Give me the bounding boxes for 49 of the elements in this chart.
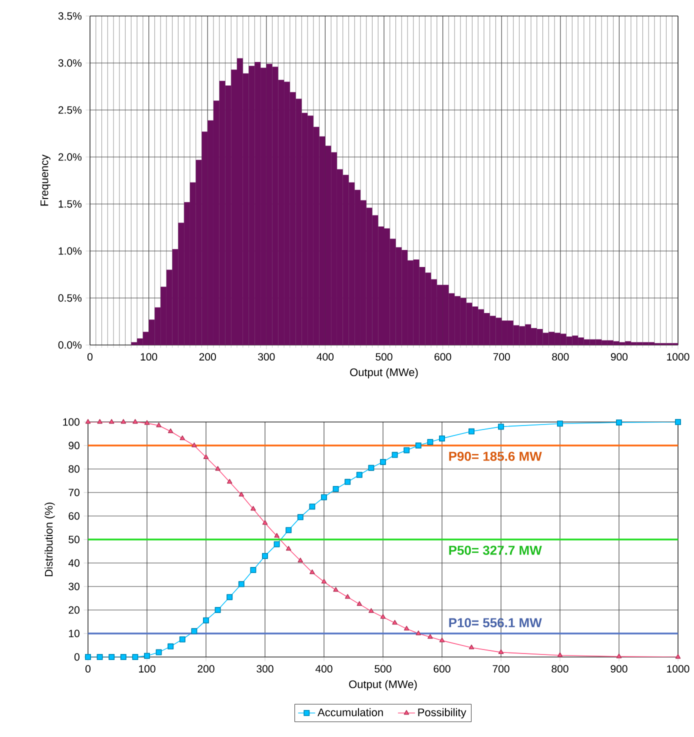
y-tick-label: 30 xyxy=(68,582,80,590)
x-tick-label: 800 xyxy=(552,665,568,673)
x-tick-label: 800 xyxy=(552,353,569,361)
legend-label: Accumulation xyxy=(318,708,383,716)
x-tick-label: 900 xyxy=(610,665,628,673)
x-tick-label: 100 xyxy=(139,665,156,673)
x-tick-label: 500 xyxy=(376,353,392,361)
x-axis-title: Output (MWe) xyxy=(350,368,418,378)
x-tick-label: 100 xyxy=(140,353,158,361)
y-tick-label: 2.5% xyxy=(58,106,82,114)
x-tick-label: 1000 xyxy=(667,353,690,361)
ref-line-label: P90= 185.6 MW xyxy=(449,452,542,461)
y-axis-title: Distribution (%) xyxy=(44,502,55,576)
x-tick-label: 400 xyxy=(315,665,332,673)
y-tick-label: 60 xyxy=(68,512,80,520)
x-tick-label: 700 xyxy=(493,353,510,361)
legend-label: Possibility xyxy=(418,708,466,718)
x-tick-label: 600 xyxy=(434,353,452,361)
x-tick-label: 200 xyxy=(199,353,216,361)
y-tick-label: 0.5% xyxy=(58,294,82,302)
y-tick-label: 100 xyxy=(63,418,80,426)
y-tick-label: 0.0% xyxy=(58,341,82,349)
x-tick-label: 500 xyxy=(374,665,392,673)
x-tick-label: 300 xyxy=(256,665,274,673)
y-tick-label: 20 xyxy=(68,606,80,614)
y-tick-label: 70 xyxy=(68,488,80,496)
x-tick-label: 1000 xyxy=(667,665,690,673)
x-tick-label: 0 xyxy=(85,665,90,673)
y-tick-label: 50 xyxy=(68,536,80,544)
y-tick-label: 2.0% xyxy=(58,153,82,161)
y-tick-label: 0 xyxy=(74,653,80,661)
x-tick-label: 600 xyxy=(434,665,450,673)
x-tick-label: 900 xyxy=(610,353,628,361)
x-tick-label: 200 xyxy=(198,665,214,673)
y-tick-label: 80 xyxy=(68,465,80,473)
x-axis-title: Output (MWe) xyxy=(349,680,417,690)
y-tick-label: 3.0% xyxy=(58,59,82,67)
x-tick-label: 300 xyxy=(258,353,275,361)
x-tick-label: 700 xyxy=(492,665,510,673)
x-tick-label: 400 xyxy=(316,353,334,361)
y-axis-title: Frequency xyxy=(40,154,50,206)
y-tick-label: 1.5% xyxy=(58,200,82,208)
y-tick-label: 1.0% xyxy=(58,247,82,255)
y-tick-label: 90 xyxy=(68,442,80,450)
y-tick-label: 40 xyxy=(68,559,80,567)
y-tick-label: 3.5% xyxy=(58,12,82,20)
y-tick-label: 10 xyxy=(69,630,80,638)
ref-line-label: P50= 327.7 MW xyxy=(449,546,542,555)
x-tick-label: 0 xyxy=(87,353,92,361)
